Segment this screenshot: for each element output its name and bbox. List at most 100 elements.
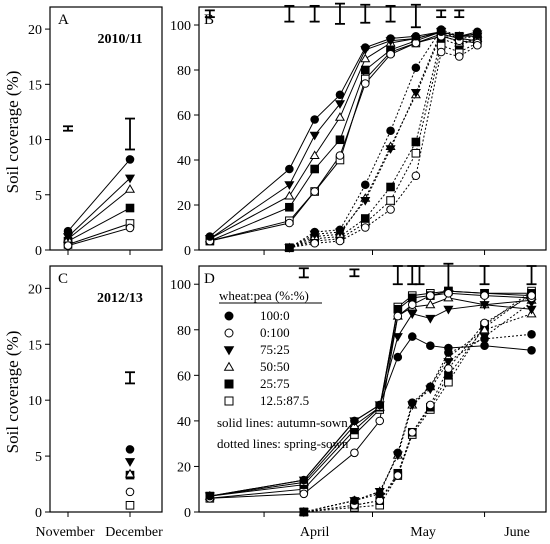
- y-tick-label-C: 5: [35, 450, 42, 465]
- data-point-A-100-0: [125, 155, 135, 164]
- data-point-B-100-0: [360, 43, 370, 52]
- text-layer: Soil coverage (%) Soil coverage (%) 0 5 10…: [3, 12, 530, 540]
- data-point-D-75-25: [425, 314, 436, 324]
- data-point-B-100-0: [454, 31, 464, 41]
- data-point-D-100-0: [393, 448, 403, 458]
- series-line-B-spring-12-5-87-5: [289, 42, 478, 249]
- y-tick-label-D: 20: [177, 460, 191, 475]
- data-point-B-100-0: [310, 115, 319, 124]
- data-point-D-100-0: [426, 382, 435, 392]
- panel-letter-D: D: [204, 271, 215, 287]
- y-tick-label-A: 5: [35, 189, 42, 204]
- data-point-B-0-100: [335, 236, 345, 246]
- data-point-D-75-25: [407, 310, 418, 320]
- data-point-B-0-100: [454, 52, 464, 61]
- data-point-A-50-50: [124, 184, 136, 193]
- data-point-B-100-0: [360, 180, 370, 190]
- y-tick-label-A: 0: [35, 244, 42, 259]
- data-point-B-100-0: [285, 243, 294, 253]
- series-line-B-autumn-100-0: [209, 31, 478, 237]
- y-tick-label-D: 100: [170, 278, 191, 293]
- y-tick-label-B: 40: [177, 154, 191, 169]
- series-line-D-spring-50-50: [303, 313, 532, 513]
- y-tick-label-B: 0: [184, 244, 191, 259]
- series-line-D-autumn-0-100: [209, 292, 532, 499]
- series-line-D-spring-100-0: [303, 333, 532, 513]
- legend-label-0-100: 0:100: [260, 325, 290, 340]
- data-point-B-100-0: [335, 90, 345, 100]
- data-point-B-75-25: [385, 145, 396, 154]
- data-point-C-75-25: [124, 458, 136, 467]
- data-point-B-0-100: [360, 223, 370, 232]
- legend-note-solid: solid lines: autumn-sown: [217, 415, 348, 430]
- legend-label-75-25: 75:25: [260, 342, 290, 357]
- legend-marker-100-0: [224, 311, 234, 321]
- y-tick-label-B: 80: [177, 64, 191, 79]
- panel-letter-A: A: [58, 12, 69, 28]
- data-point-B-0-100: [411, 171, 421, 181]
- x-tick-label-month: May: [410, 525, 436, 540]
- data-point-D-75-25: [443, 305, 454, 315]
- data-point-B-75-25: [309, 131, 320, 141]
- series-line-A-autumn-12-5-87-5: [67, 223, 131, 245]
- data-point-B-0-100: [386, 49, 395, 59]
- data-point-D-100-0: [375, 489, 385, 499]
- data-point-D-0-100: [407, 300, 417, 310]
- series-line-D-spring-0-100: [303, 295, 532, 513]
- data-point-D-0-100: [444, 289, 453, 298]
- legend-note-dotted: dotted lines: spring-sown: [217, 436, 349, 451]
- axes-layer: [45, 2, 547, 517]
- data-point-D-0-100: [444, 364, 453, 373]
- series-line-A-autumn-100-0: [67, 159, 131, 232]
- panel-letter-B: B: [204, 12, 214, 28]
- data-point-B-25-75: [411, 137, 421, 147]
- legend-marker-12-5-87-5: [224, 396, 234, 406]
- data-point-D-100-0: [444, 348, 453, 357]
- data-point-D-0-100: [527, 291, 536, 300]
- data-point-D-100-0: [393, 352, 403, 362]
- data-point-A-0-100: [63, 241, 73, 250]
- data-point-B-50-50: [309, 150, 320, 160]
- legend-marker-25-75: [224, 379, 234, 389]
- series-line-B-autumn-12-5-87-5: [209, 33, 478, 242]
- data-point-B-25-75: [335, 135, 345, 145]
- series-line-D-autumn-25-75: [209, 290, 532, 497]
- data-point-D-100-0: [527, 345, 536, 355]
- data-point-B-75-25: [410, 88, 421, 98]
- data-point-D-100-0: [350, 496, 359, 505]
- data-point-D-0-100: [393, 471, 403, 480]
- data-point-D-100-0: [299, 507, 309, 517]
- data-point-B-75-25: [334, 100, 346, 109]
- data-point-B-0-100: [473, 40, 482, 50]
- data-point-D-100-0: [205, 491, 215, 501]
- data-point-C-50-50: [124, 468, 136, 478]
- y-axis-label-top: Soil coverage (%): [3, 71, 22, 194]
- x-tick-label-month: June: [504, 525, 530, 540]
- data-point-B-100-0: [386, 34, 395, 43]
- legend-label-25-75: 25:75: [260, 376, 290, 391]
- x-tick-label-month: April: [300, 525, 330, 540]
- panel-frame-A: [49, 6, 163, 251]
- data-point-B-0-100: [436, 47, 446, 57]
- data-point-D-100-0: [480, 334, 489, 344]
- legend-label-50-50: 50:50: [260, 359, 290, 374]
- y-tick-label-C: 10: [28, 394, 42, 409]
- data-point-B-0-100: [360, 79, 370, 88]
- data-point-D-0-100: [375, 416, 385, 426]
- data-point-D-0-100: [393, 311, 403, 321]
- data-point-B-100-0: [335, 225, 345, 235]
- data-point-D-100-0: [407, 332, 417, 341]
- data-point-D-100-0: [350, 416, 359, 426]
- series-line-D-spring-12-5-87-5: [303, 290, 532, 513]
- series-line-D-autumn-50-50: [209, 297, 532, 497]
- x-tick-label-december: December: [105, 525, 163, 540]
- y-axis-label-bottom: Soil coverage (%): [3, 331, 22, 454]
- series-line-A-autumn-0-100: [67, 227, 131, 247]
- data-point-B-0-100: [335, 151, 345, 160]
- series-line-D-spring-75-25: [303, 301, 532, 513]
- series-line-B-spring-25-75: [289, 37, 478, 249]
- x-tick-label-november: November: [35, 525, 94, 540]
- legend-label-12-5-87-5: 12.5:87.5: [260, 393, 309, 408]
- series-line-B-spring-50-50: [289, 33, 478, 249]
- data-point-A-100-0: [63, 226, 73, 236]
